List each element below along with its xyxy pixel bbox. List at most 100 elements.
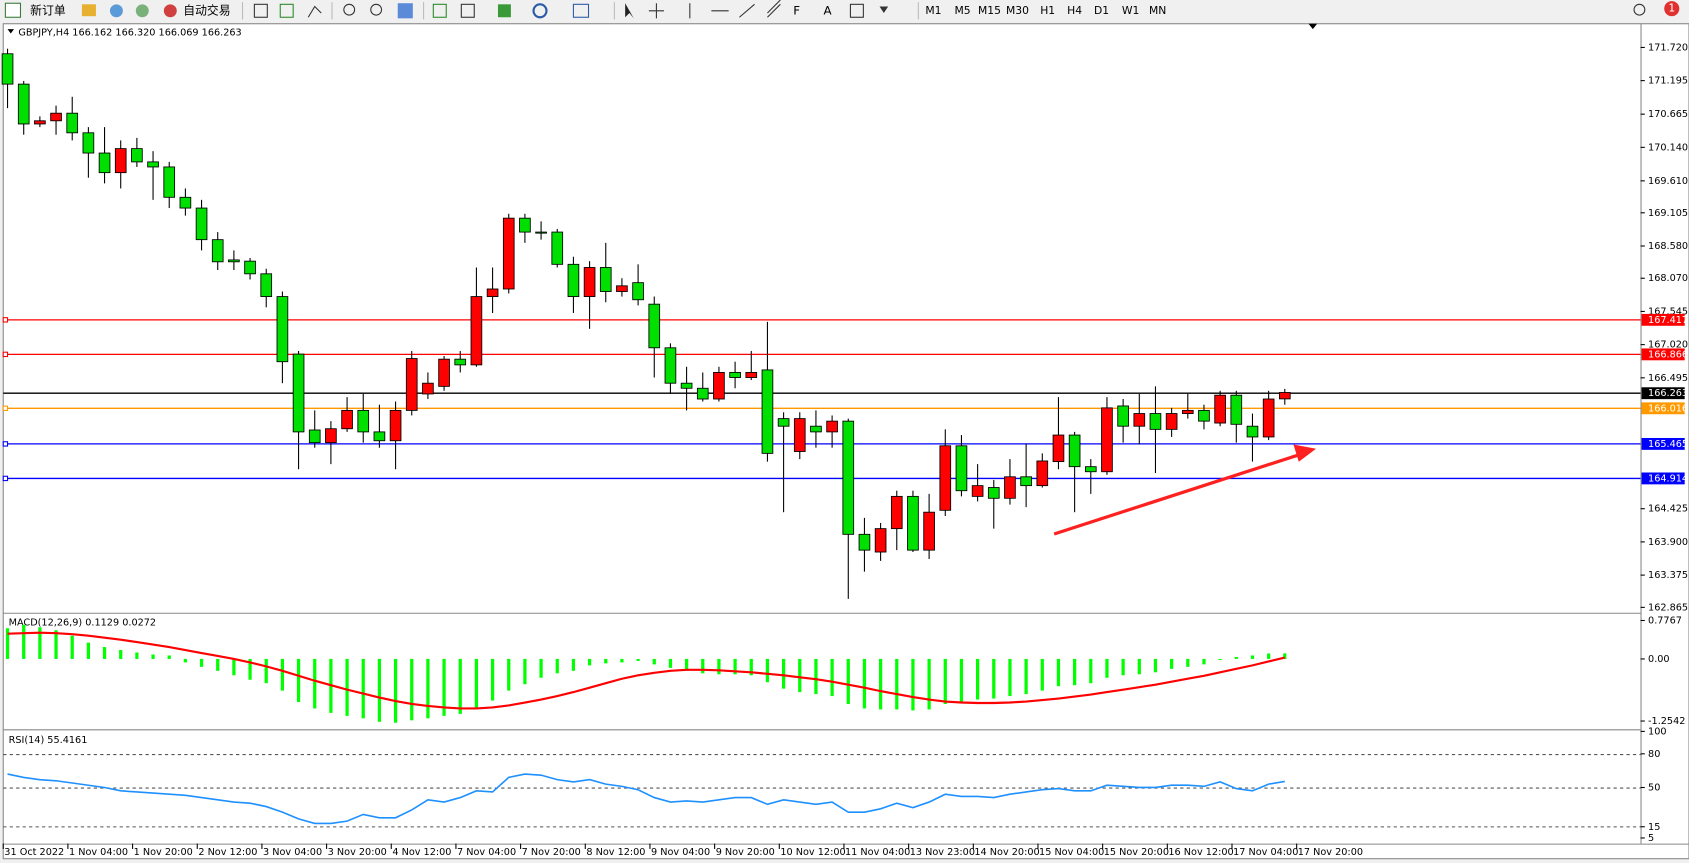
candle-body bbox=[260, 273, 273, 298]
candle-body bbox=[777, 418, 790, 427]
y-tick-label: 80 bbox=[1648, 749, 1660, 760]
candle-body bbox=[680, 382, 693, 389]
candle-body bbox=[519, 217, 531, 233]
y-tick-label: 170.140 bbox=[1648, 142, 1688, 153]
notification-count[interactable]: 1 bbox=[1668, 2, 1675, 15]
price-tag-label: 167.417 bbox=[1648, 315, 1688, 326]
toolbar-icon[interactable] bbox=[307, 5, 322, 18]
timeframe-button[interactable]: M30 bbox=[1006, 4, 1029, 17]
x-tick-label: 17 Nov 04:00 bbox=[1233, 847, 1298, 858]
chart-shift-marker[interactable] bbox=[1308, 23, 1318, 30]
price-tag-label: 165.465 bbox=[1648, 439, 1688, 450]
candle-body bbox=[1278, 392, 1291, 400]
y-tick-label: 169.105 bbox=[1648, 208, 1688, 219]
candle-body bbox=[1198, 409, 1210, 422]
toolbar-icon[interactable] bbox=[572, 3, 590, 18]
candle-body bbox=[470, 296, 483, 366]
toolbar-icon[interactable] bbox=[532, 3, 548, 19]
x-tick-label: 7 Nov 04:00 bbox=[457, 847, 516, 858]
fibo-icon[interactable]: F bbox=[793, 3, 800, 17]
auto-trading-icon[interactable] bbox=[163, 4, 177, 18]
candle-body bbox=[454, 358, 467, 366]
toolbar-icon[interactable] bbox=[81, 4, 96, 17]
y-tick-label: 163.375 bbox=[1648, 570, 1688, 581]
toolbar-icon[interactable] bbox=[109, 4, 123, 18]
label-icon[interactable] bbox=[849, 3, 864, 18]
x-tick-label: 9 Nov 04:00 bbox=[651, 847, 710, 858]
candle-body bbox=[583, 267, 596, 298]
candle-body bbox=[244, 260, 256, 275]
zoom-out-icon[interactable] bbox=[370, 3, 383, 16]
y-tick-label: -1.2542 bbox=[1648, 716, 1685, 727]
price-tag-label: 164.914 bbox=[1648, 473, 1688, 484]
x-tick-label: 7 Nov 20:00 bbox=[522, 847, 581, 858]
text-icon[interactable]: A bbox=[823, 3, 832, 17]
timeframe-button[interactable]: H1 bbox=[1040, 4, 1055, 17]
candle-body bbox=[66, 112, 79, 134]
candle-body bbox=[34, 120, 46, 125]
x-tick-label: 1 Nov 20:00 bbox=[134, 847, 193, 858]
candle-body bbox=[438, 358, 450, 387]
x-tick-label: 15 Nov 20:00 bbox=[1104, 847, 1169, 858]
candle-body bbox=[955, 445, 968, 492]
toolbar-icon[interactable] bbox=[279, 3, 294, 18]
candle-body bbox=[292, 353, 305, 433]
macd-title: MACD(12,26,9) 0.1129 0.0272 bbox=[9, 617, 156, 628]
candle-body bbox=[971, 485, 984, 497]
toolbar-icon[interactable] bbox=[432, 3, 447, 18]
price-tag-label: 166.016 bbox=[1648, 403, 1688, 414]
timeframe-button[interactable]: M5 bbox=[954, 4, 970, 17]
price-tag bbox=[1641, 437, 1685, 450]
candle-body bbox=[163, 166, 176, 198]
candle-body bbox=[874, 528, 887, 553]
arrows-icon[interactable] bbox=[879, 6, 889, 13]
price-tag bbox=[1641, 472, 1685, 485]
x-tick-label: 11 Nov 04:00 bbox=[845, 847, 910, 858]
level-handle bbox=[2, 351, 9, 358]
cursor-icon[interactable] bbox=[625, 3, 634, 19]
candle-body bbox=[810, 425, 822, 433]
price-tag bbox=[1641, 313, 1685, 326]
candle-body bbox=[567, 263, 580, 298]
candle-body bbox=[1020, 476, 1032, 487]
crosshair-icon[interactable] bbox=[648, 3, 664, 19]
channel-icon[interactable] bbox=[767, 0, 781, 18]
y-tick-label: 162.865 bbox=[1648, 602, 1688, 613]
toolbar: 新订单 自动交易 F A 1 bbox=[0, 0, 1689, 22]
trendline-icon[interactable] bbox=[739, 3, 755, 18]
candle-body bbox=[632, 282, 644, 301]
search-icon[interactable] bbox=[1633, 3, 1646, 16]
x-tick-label: 9 Nov 20:00 bbox=[716, 847, 775, 858]
toolbar-icon[interactable] bbox=[253, 3, 268, 18]
auto-trading-button[interactable]: 自动交易 bbox=[183, 3, 230, 17]
candle-body bbox=[1230, 394, 1243, 425]
timeframe-button[interactable]: W1 bbox=[1122, 4, 1139, 17]
notification-icon[interactable] bbox=[1664, 1, 1680, 17]
toolbar-icon[interactable] bbox=[497, 4, 511, 18]
timeframe-button[interactable]: MN bbox=[1149, 4, 1166, 17]
toolbar-icon[interactable] bbox=[135, 4, 149, 18]
new-order-button[interactable]: 新订单 bbox=[30, 3, 66, 17]
level-handle bbox=[2, 405, 9, 412]
timeframe-button[interactable]: D1 bbox=[1094, 4, 1109, 17]
chart-menu-arrow[interactable] bbox=[7, 29, 15, 34]
candle-body bbox=[987, 487, 1000, 499]
x-tick-label: 10 Nov 12:00 bbox=[780, 847, 845, 858]
candle-body bbox=[648, 303, 661, 349]
toolbar-icon[interactable] bbox=[460, 3, 475, 18]
timeframe-button[interactable]: H4 bbox=[1067, 4, 1082, 17]
price-tag bbox=[1641, 402, 1685, 415]
candle-body bbox=[1149, 413, 1162, 430]
zoom-in-icon[interactable] bbox=[343, 3, 356, 16]
candle-body bbox=[325, 428, 337, 444]
new-order-icon[interactable] bbox=[4, 2, 22, 18]
timeframe-button[interactable]: M15 bbox=[978, 4, 1001, 17]
candle-body bbox=[842, 420, 855, 535]
candle-body bbox=[599, 267, 612, 292]
y-tick-label: 168.580 bbox=[1648, 241, 1688, 252]
y-tick-label: 163.900 bbox=[1648, 537, 1688, 548]
timeframe-button[interactable]: M1 bbox=[925, 4, 941, 17]
candle-body bbox=[502, 217, 515, 290]
toolbar-icon[interactable] bbox=[397, 3, 413, 19]
